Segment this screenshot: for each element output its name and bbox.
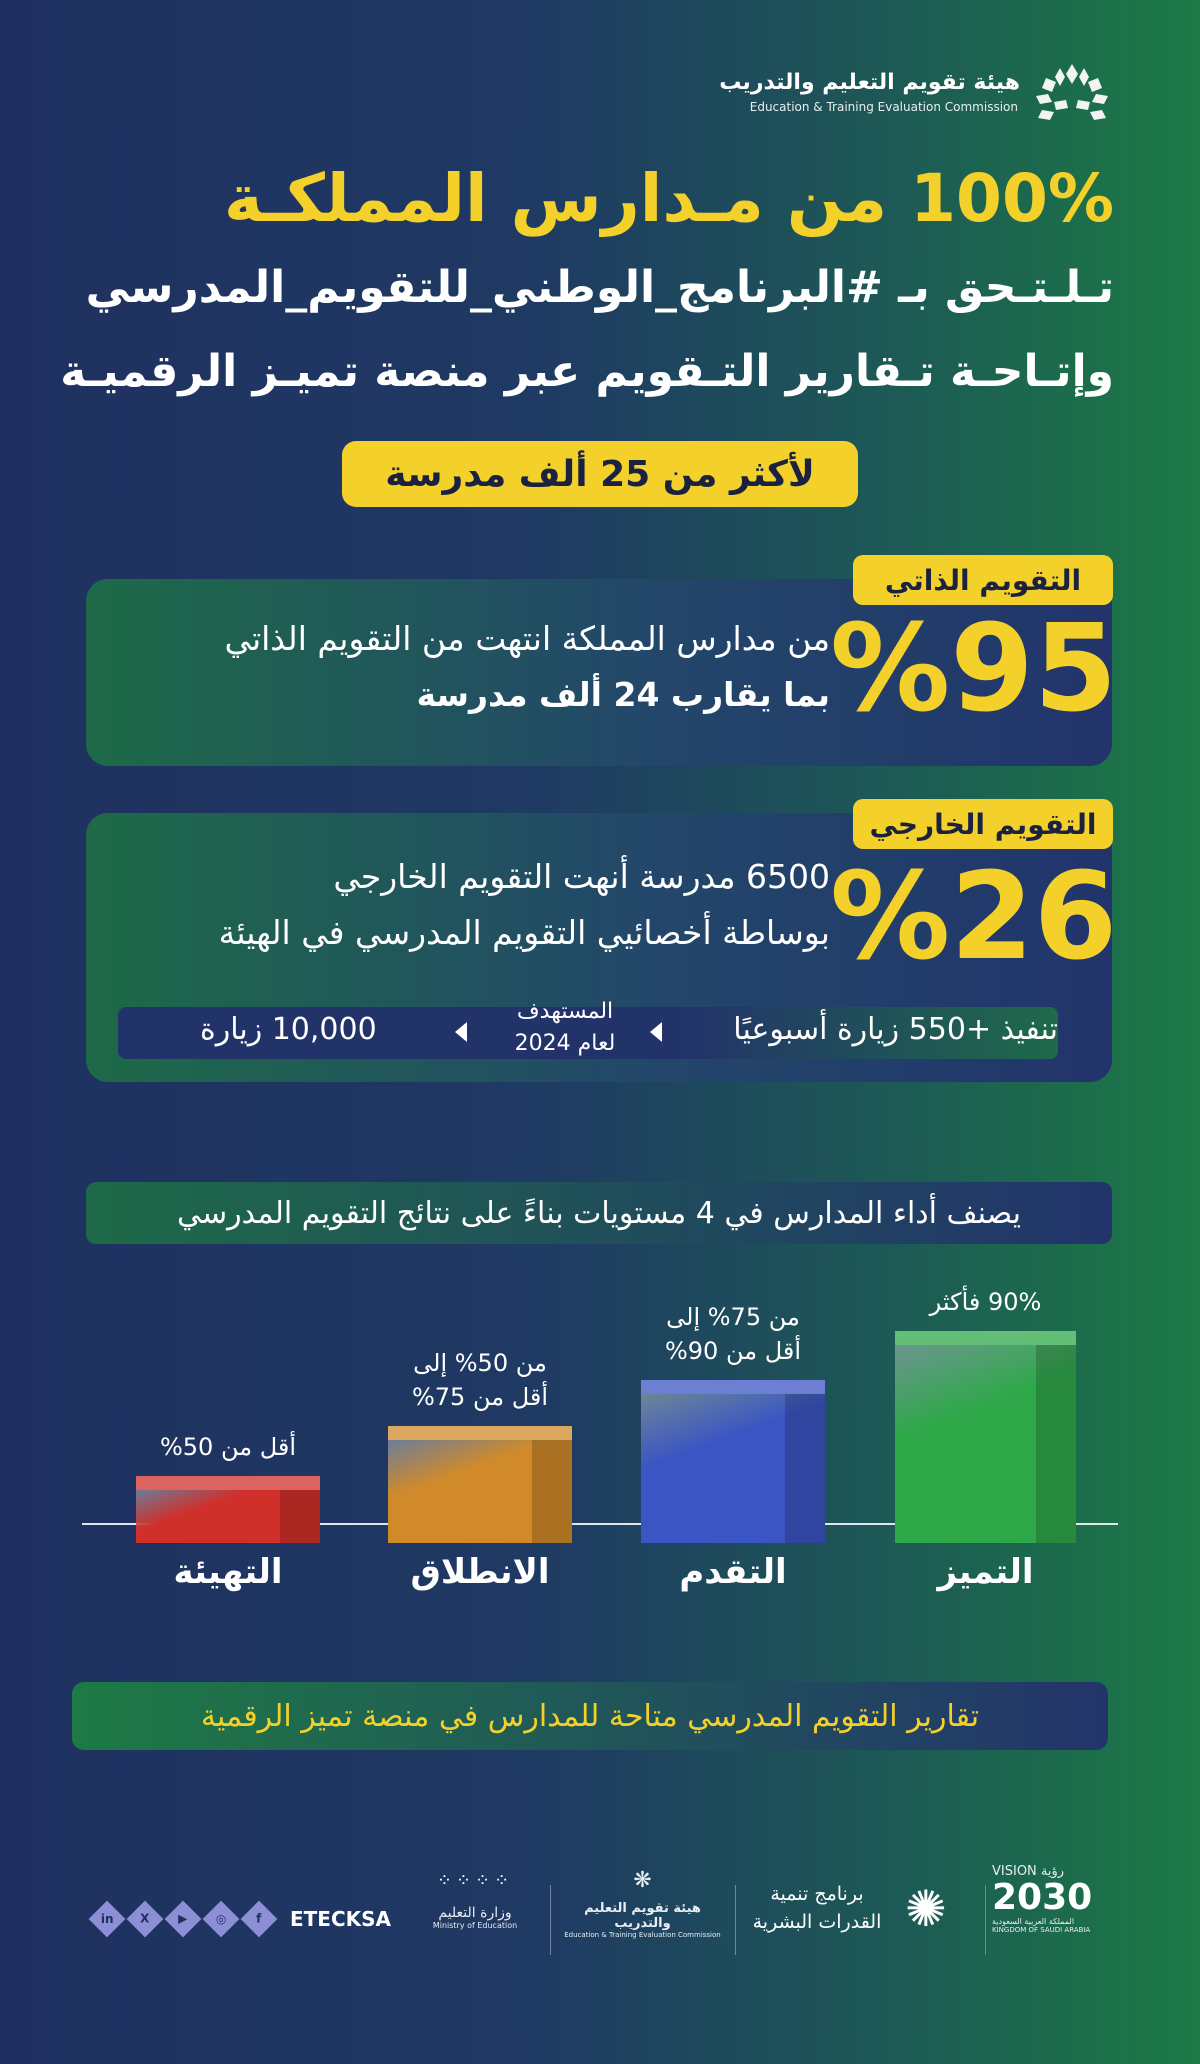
arrow-left-icon	[455, 1022, 467, 1042]
levels-baseline	[82, 1523, 1118, 1525]
etec-logo-icon	[1036, 64, 1108, 120]
self-evaluation-line2: بما يقارب 24 ألف مدرسة	[416, 675, 830, 714]
level-name: الانطلاق	[410, 1552, 550, 1592]
target-visits: 10,000 زيارة	[200, 1012, 377, 1047]
vision-sub-ar: المملكة العربية السعودية	[992, 1917, 1075, 1926]
hero-subtitle-2: وإتـاحـة تـقارير التـقويم عبر منصة تميـز…	[60, 346, 1114, 397]
level-range: من 50% إلى أقل من 75%	[360, 1346, 600, 1414]
level-range: من 75% إلى أقل من 90%	[613, 1300, 853, 1368]
moe-dots-icon: ⁘⁘⁘⁘	[436, 1870, 514, 1891]
etec-name-ar: هيئة تقويم التعليم والتدريب	[584, 1901, 701, 1931]
moe-name-en: Ministry of Education	[432, 1921, 518, 1930]
arrow-left-icon	[650, 1022, 662, 1042]
instagram-icon[interactable]: ◎	[202, 1900, 240, 1938]
self-evaluation-tag: التقويم الذاتي	[853, 555, 1113, 605]
hcdp-line1: برنامج تنمية	[770, 1883, 864, 1905]
level-range: 90% فأكثر	[866, 1285, 1106, 1319]
etec-footer-logo: ❋ هيئة تقويم التعليم والتدريب Education …	[555, 1868, 730, 1939]
self-evaluation-percent: %95	[830, 600, 1118, 739]
self-evaluation-card	[86, 579, 1112, 766]
vision-2030-logo: VISION رؤية 2030 المملكة العربية السعودي…	[992, 1864, 1112, 1934]
level-range-line2: أقل من 90%	[664, 1337, 802, 1365]
target-label-line1: المستهدف	[516, 999, 614, 1024]
facebook-icon[interactable]: f	[240, 1900, 278, 1938]
youtube-icon[interactable]: ▶	[164, 1900, 202, 1938]
level-name: التهيئة	[173, 1552, 283, 1592]
linkedin-icon[interactable]: in	[88, 1900, 126, 1938]
schools-count-pill: لأكثر من 25 ألف مدرسة	[342, 441, 858, 507]
level-range-line1: 90% فأكثر	[929, 1288, 1042, 1316]
levels-header: يصنف أداء المدارس في 4 مستويات بناءً على…	[86, 1182, 1112, 1244]
target-label-line2: لعام 2024	[514, 1031, 616, 1056]
x-icon[interactable]: X	[126, 1900, 164, 1938]
hero-subtitle-1: تـلـتـحق بـ #البرنامج_الوطني_للتقويم_الم…	[85, 262, 1114, 313]
level-range-line1: أقل من 50%	[159, 1433, 297, 1461]
level-bar-4	[136, 1476, 320, 1543]
level-range-line2: أقل من 75%	[411, 1383, 549, 1411]
etec-name-en: Education & Training Evaluation Commissi…	[564, 1931, 721, 1939]
visits-bar	[118, 1007, 1058, 1059]
hcdp-logo: برنامج تنمية القدرات البشرية	[742, 1880, 892, 1936]
external-evaluation-line1: 6500 مدرسة أنهت التقويم الخارجي	[333, 857, 830, 896]
level-name: التميز	[937, 1552, 1034, 1592]
vision-year: 2030	[992, 1877, 1093, 1918]
level-range-line1: من 50% إلى	[413, 1349, 547, 1377]
org-name-ar: هيئة تقويم التعليم والتدريب	[719, 70, 1020, 95]
saudi-emblem-icon: ✺	[905, 1880, 947, 1938]
moe-logo: ⁘⁘⁘⁘ وزارة التعليم Ministry of Education	[400, 1870, 550, 1930]
moe-name-ar: وزارة التعليم	[438, 1905, 512, 1921]
vision-top: VISION رؤية	[992, 1864, 1065, 1879]
level-bar-3	[388, 1426, 572, 1543]
external-evaluation-percent: %26	[830, 848, 1118, 987]
vision-sub-en: KINGDOM OF SAUDI ARABIA	[992, 1926, 1091, 1934]
target-label: المستهدف لعام 2024	[500, 996, 630, 1060]
divider	[735, 1885, 736, 1955]
hero-title: 100% من مـدارس المملكـة	[223, 160, 1114, 237]
divider	[550, 1885, 551, 1955]
level-range: أقل من 50%	[108, 1430, 348, 1464]
divider	[985, 1885, 986, 1955]
bottom-note: تقارير التقويم المدرسي متاحة للمدارس في …	[72, 1682, 1108, 1750]
level-name: التقدم	[679, 1552, 787, 1592]
weekly-visits: تنفيذ +550 زيارة أسبوعيًا	[733, 1012, 1058, 1047]
org-name-en: Education & Training Evaluation Commissi…	[749, 100, 1018, 114]
external-evaluation-tag: التقويم الخارجي	[853, 799, 1113, 849]
etec-leaf-icon: ❋	[633, 1868, 652, 1893]
level-bar-2	[641, 1380, 825, 1543]
level-range-line1: من 75% إلى	[666, 1303, 800, 1331]
social-handle: ETECKSA	[290, 1907, 392, 1931]
external-evaluation-line2: بوساطة أخصائيي التقويم المدرسي في الهيئة	[218, 913, 830, 952]
social-links: in X ▶ ◎ f ETECKSA	[88, 1900, 392, 1938]
self-evaluation-line1: من مدارس المملكة انتهت من التقويم الذاتي	[224, 619, 830, 658]
level-bar-1	[895, 1331, 1076, 1543]
hcdp-line2: القدرات البشرية	[752, 1911, 882, 1933]
